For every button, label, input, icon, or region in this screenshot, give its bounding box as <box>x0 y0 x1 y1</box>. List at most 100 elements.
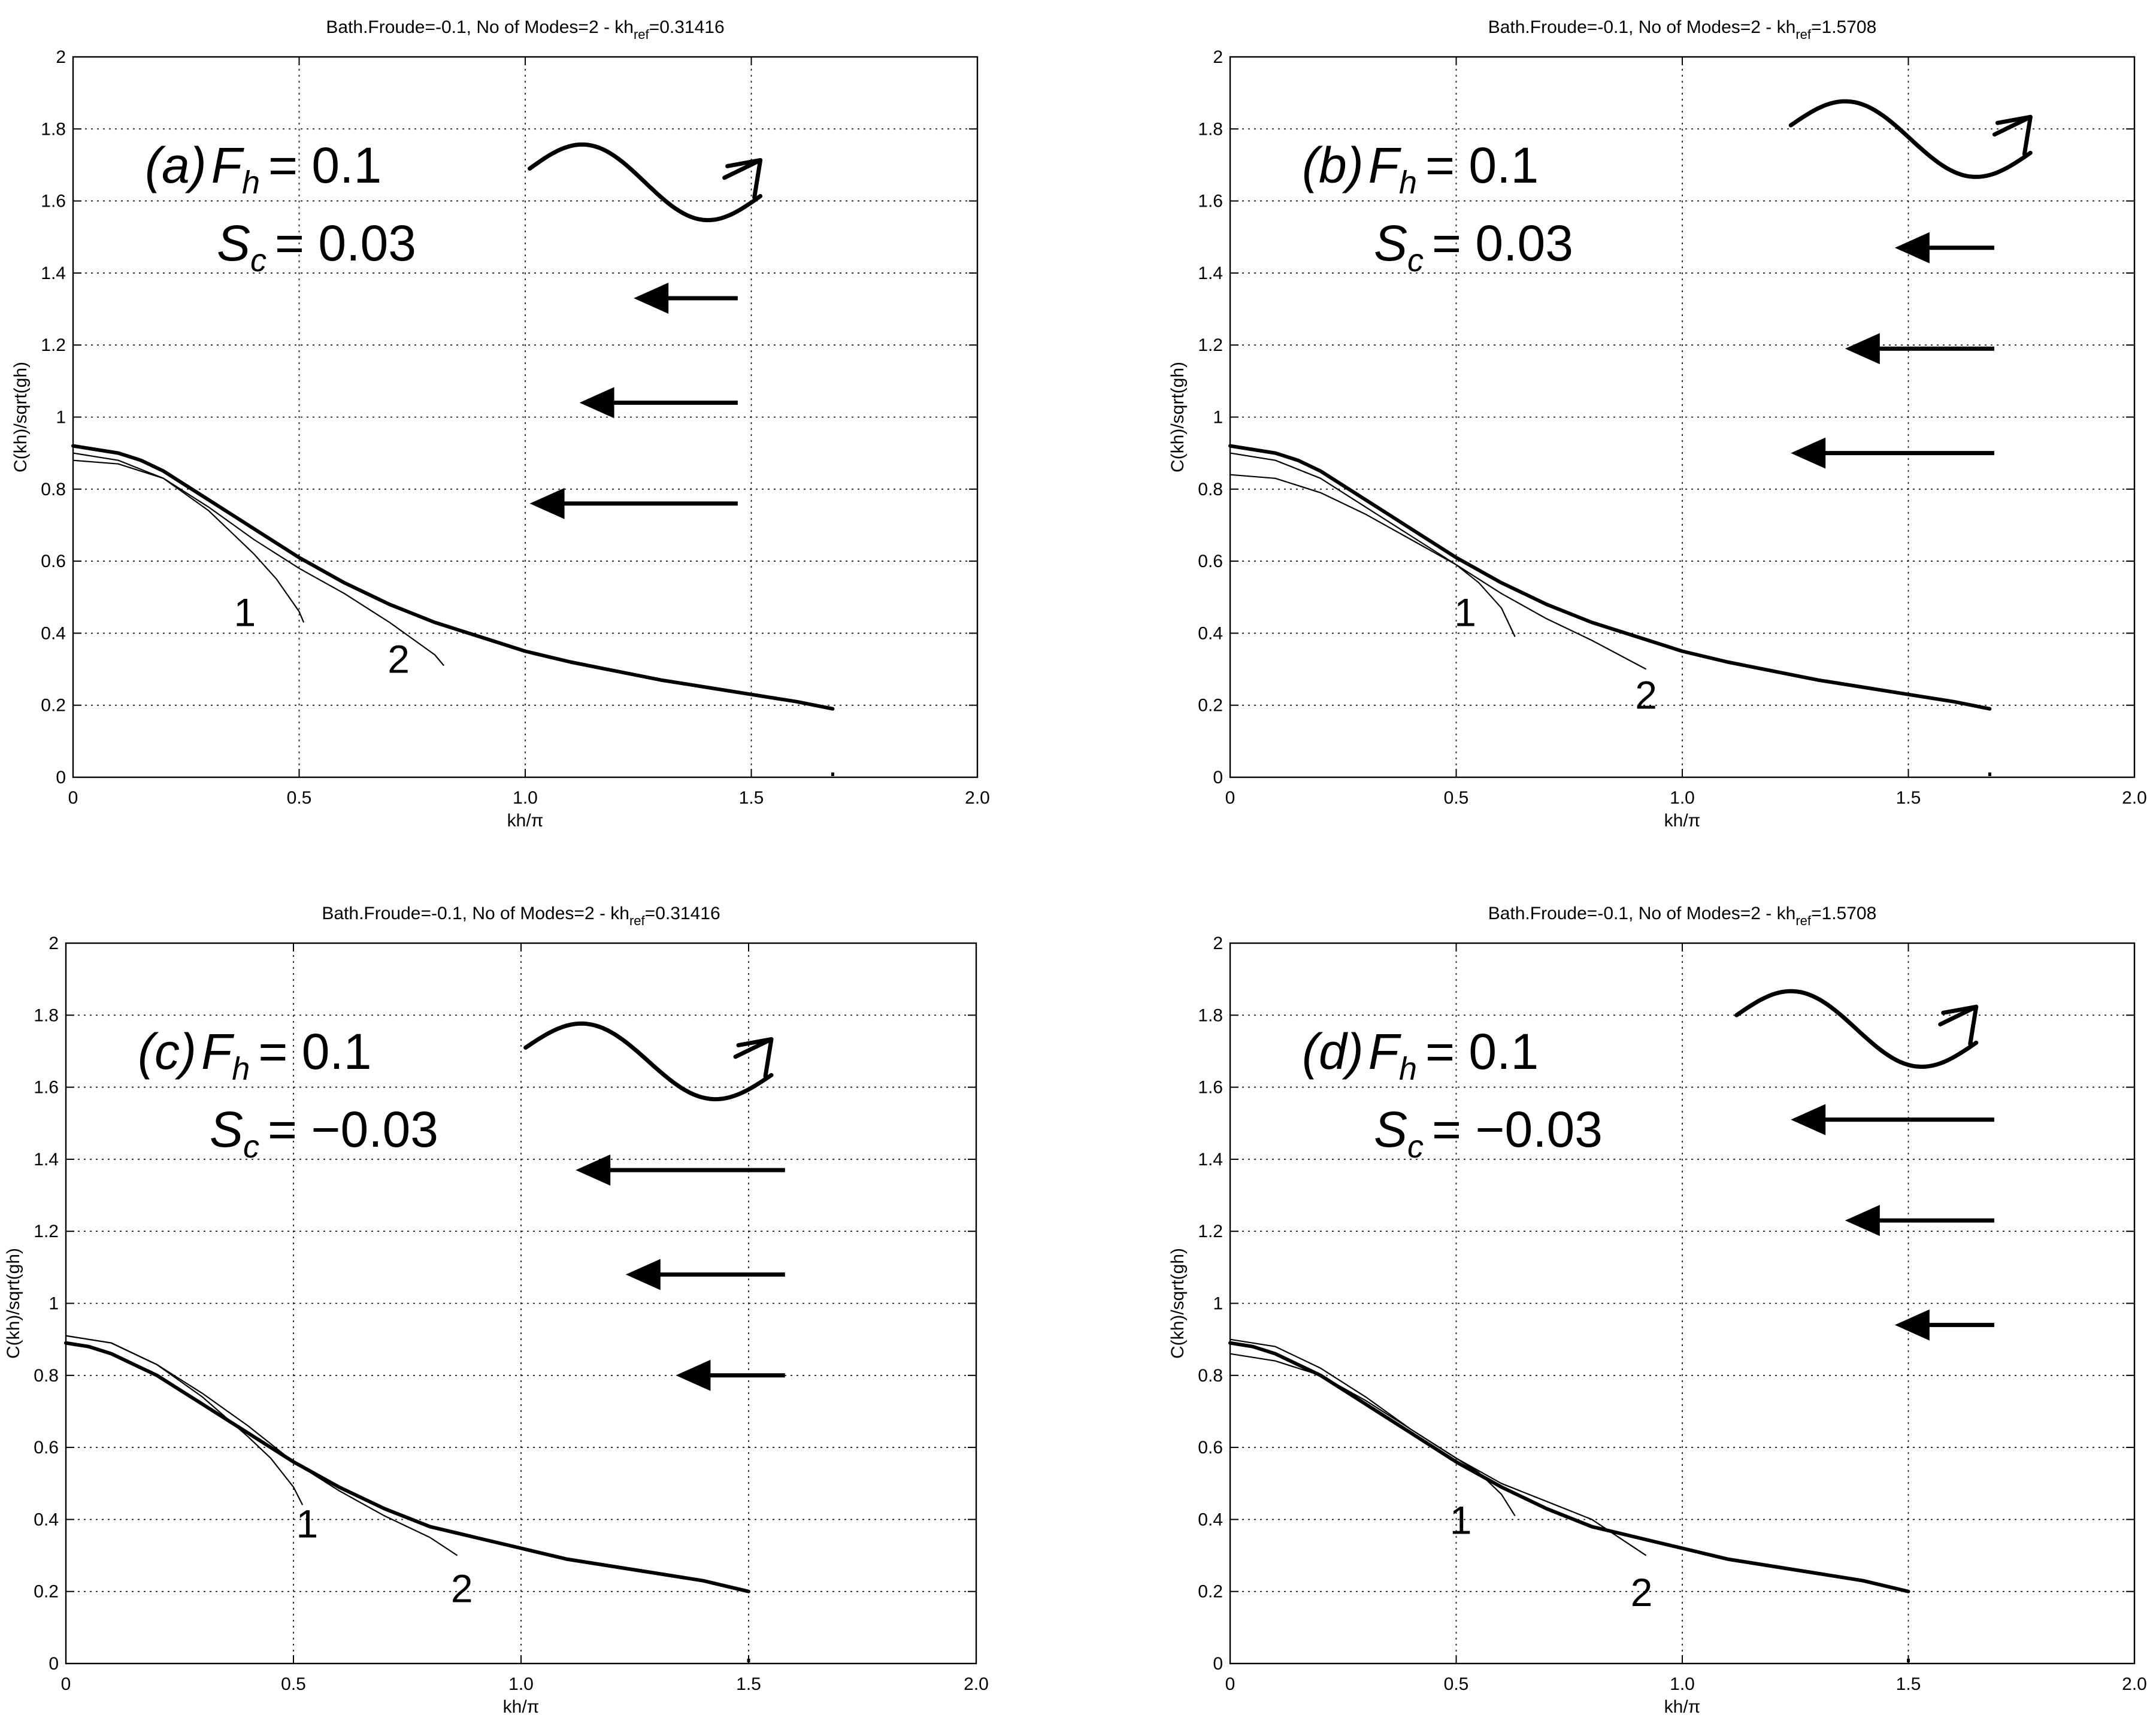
series-line-1 <box>1230 1353 1516 1516</box>
froude-value: = 0.1 <box>258 1023 371 1080</box>
y-tick-label: 1 <box>1213 1294 1223 1314</box>
x-tick-label: 1.5 <box>1896 1674 1921 1694</box>
annotation-shear: Sc = −0.03 <box>210 1101 438 1165</box>
y-tick-label: 0 <box>56 768 66 787</box>
y-tick-label: 1.2 <box>1198 1222 1223 1241</box>
wave-sketch <box>1788 99 2033 179</box>
chart-title: Bath.Froude=-0.1, No of Modes=2 - khref=… <box>326 17 724 42</box>
current-arrow-head <box>676 1359 711 1391</box>
chart-title-main: Bath.Froude=-0.1, No of Modes=2 - kh <box>326 17 634 37</box>
wave-arrow-head <box>1995 114 2033 156</box>
chart-title-main: Bath.Froude=-0.1, No of Modes=2 - kh <box>1488 17 1796 37</box>
y-tick-label: 1.6 <box>34 1078 59 1098</box>
y-tick-label: 0.2 <box>34 1582 59 1602</box>
curve-label: 2 <box>1631 1570 1653 1614</box>
chart-title-subscript: ref <box>634 27 650 42</box>
y-tick-label: 0.8 <box>1198 1366 1223 1386</box>
current-arrow-head <box>579 387 614 419</box>
x-tick-label: 1.0 <box>1670 1674 1695 1694</box>
x-tick-label: 1.0 <box>513 788 538 808</box>
annotation-froude: (d)Fh = 0.1 <box>1302 1023 1539 1087</box>
panel-c: 0 0.5 1.0 1.5 2.0 0 0.2 0.4 0.6 0.8 1 1.2 1.4 1.6 1.8 2… <box>4 904 989 1717</box>
y-tick-label: 1.8 <box>41 119 66 139</box>
current-arrow-head <box>1894 1309 1930 1341</box>
y-tick-label: 0.6 <box>1198 552 1223 571</box>
y-tick-label: 0.8 <box>34 1366 59 1386</box>
series-line-exact <box>1228 444 1992 711</box>
froude-subscript: h <box>1399 165 1417 201</box>
y-tick-label: 1.4 <box>1198 1150 1223 1169</box>
y-axis-label: C(kh)/sqrt(gh) <box>1168 362 1188 472</box>
y-axis-label: C(kh)/sqrt(gh) <box>11 362 31 472</box>
y-tick-label: 1 <box>56 408 66 428</box>
x-tick-label: 2.0 <box>2122 788 2147 808</box>
x-tick-label: 2.0 <box>964 1674 989 1694</box>
y-tick-label: 1.2 <box>1198 335 1223 355</box>
series-line-1 <box>65 1335 304 1505</box>
current-arrow-head <box>529 487 565 519</box>
annotation-froude: (c)Fh = 0.1 <box>138 1023 371 1087</box>
current-arrow-head <box>1894 232 1930 263</box>
x-tick-label: 1.0 <box>508 1674 534 1694</box>
wave-arrow-head <box>725 157 763 199</box>
x-tick-label: 2.0 <box>2122 1674 2147 1694</box>
series-line-2 <box>72 459 444 666</box>
y-tick-label: 1.4 <box>41 263 66 283</box>
wave-arrow-head <box>736 1037 774 1078</box>
shear-value: = −0.03 <box>268 1101 438 1158</box>
y-tick-label: 0.4 <box>1198 623 1223 643</box>
chart-title-main: Bath.Froude=-0.1, No of Modes=2 - kh <box>1488 904 1796 923</box>
chart-title: Bath.Froude=-0.1, No of Modes=2 - khref=… <box>1488 17 1877 42</box>
chart-title-value: =1.5708 <box>1811 904 1876 923</box>
panel-d: 0 0.5 1.0 1.5 2.0 0 0.2 0.4 0.6 0.8 1 1.2 1.4 1.6 1.8 2… <box>1168 904 2147 1717</box>
current-arrow-head <box>1845 333 1880 365</box>
froude-subscript: h <box>232 1051 250 1087</box>
y-tick-label: 0.6 <box>34 1438 59 1458</box>
annotation-shear: Sc = −0.03 <box>1374 1101 1603 1165</box>
panel-b: 0 0.5 1.0 1.5 2.0 0 0.2 0.4 0.6 0.8 1 1.2 1.4 1.6 1.8 2… <box>1168 17 2147 831</box>
chart-title: Bath.Froude=-0.1, No of Modes=2 - khref=… <box>322 904 720 928</box>
froude-value: = 0.1 <box>1425 137 1539 193</box>
y-tick-label: 1.2 <box>34 1222 59 1241</box>
curve-label: 2 <box>1635 673 1657 717</box>
x-tick-label: 0.5 <box>1444 788 1469 808</box>
y-tick-label: 0.2 <box>1198 696 1223 716</box>
current-arrow-head <box>625 1259 661 1290</box>
x-tick-label: 0 <box>1225 788 1236 808</box>
wave-sketch <box>528 142 763 223</box>
annotation-shear: Sc = 0.03 <box>1374 215 1573 278</box>
current-arrow-head <box>634 283 669 314</box>
chart-title-value: =0.31416 <box>649 17 725 37</box>
y-tick-label: 0 <box>49 1654 59 1674</box>
y-tick-label: 2 <box>1213 934 1223 953</box>
series-line-exact <box>64 1341 750 1593</box>
froude-symbol: F <box>201 1023 235 1080</box>
curve-label: 1 <box>1450 1498 1472 1542</box>
curve-label: 1 <box>234 590 256 634</box>
froude-value: = 0.1 <box>268 137 381 193</box>
y-tick-label: 1.6 <box>1198 1078 1223 1098</box>
wave-arrow-head <box>1941 1004 1979 1046</box>
curve-label: 1 <box>1454 590 1476 634</box>
x-axis-label: kh/π <box>1664 811 1701 831</box>
wave-sketch <box>1734 989 1979 1069</box>
y-tick-label: 0.6 <box>1198 1438 1223 1458</box>
x-tick-label: 0 <box>68 788 78 808</box>
x-axis-label: kh/π <box>503 1697 540 1717</box>
y-tick-label: 0.4 <box>1198 1510 1223 1529</box>
shear-value: = 0.03 <box>275 215 416 271</box>
shear-symbol: S <box>217 215 250 271</box>
y-tick-label: 2 <box>56 47 66 67</box>
y-tick-label: 0.8 <box>1198 480 1223 499</box>
y-tick-label: 0 <box>1213 768 1223 787</box>
panel-label: (b) <box>1302 137 1364 193</box>
y-tick-label: 1.8 <box>1198 1005 1223 1025</box>
y-tick-label: 1.8 <box>34 1005 59 1025</box>
froude-symbol: F <box>1368 1023 1402 1080</box>
annotation-froude: (a)Fh = 0.1 <box>145 137 381 201</box>
x-tick-label: 1.5 <box>1896 788 1921 808</box>
y-tick-label: 2 <box>1213 47 1223 67</box>
y-tick-label: 1.4 <box>1198 263 1223 283</box>
curve-label: 2 <box>451 1567 473 1611</box>
chart-title-value: =0.31416 <box>645 904 720 923</box>
